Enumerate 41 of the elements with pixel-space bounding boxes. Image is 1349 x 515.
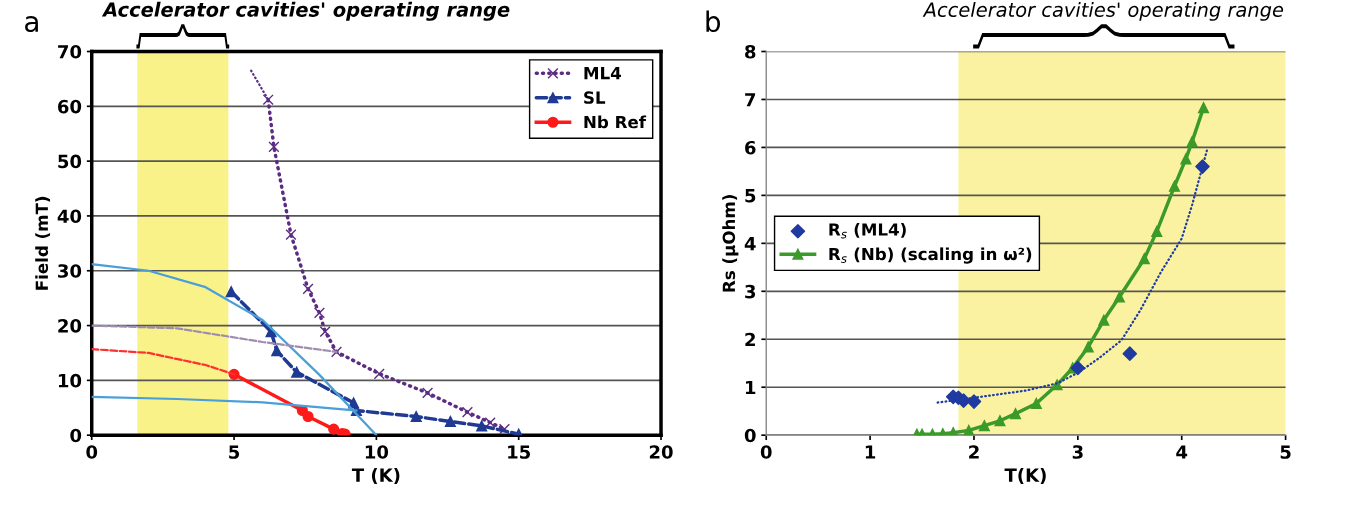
legend-label: ML4 [584,67,621,80]
legend-label: R$_{s}$ (ML4) [829,222,906,239]
y-tick-label: 40 [57,209,82,224]
y-tick-label: 20 [58,319,82,333]
y-tick-label: 6 [745,140,756,155]
text: Accelerator cavities' operating range [922,1,1284,21]
y-tick-label: 30 [58,264,82,278]
x-tick-label: 1 [865,445,876,459]
y-tick-label: 2 [745,332,755,347]
x-tick-label: 5 [1280,445,1291,459]
y-tick-label: 10 [58,373,82,388]
chart-title: a [25,16,38,33]
x-tick-label: 3 [1072,445,1083,459]
text: Accelerator cavities' operating range [101,1,510,21]
y-tick-label: 3 [745,284,756,299]
x-tick-label: 0 [86,445,98,459]
x-tick-label: 0 [760,445,772,459]
x-tick-label: 10 [365,445,389,459]
x-tick-label: 20 [649,445,673,459]
y-axis-title: Field (mT) [35,196,51,290]
y-tick-label: 60 [58,99,82,114]
x-tick-label: 15 [508,445,530,459]
legend-label: Nb Ref [584,115,647,129]
x-tick-label: 5 [229,445,240,459]
legend-label: SL [584,91,606,104]
y-tick-label: 1 [745,380,756,395]
x-axis-title: T(K) [1004,467,1046,485]
y-tick-label: 4 [744,237,756,251]
y-tick-label: 50 [58,154,82,169]
x-tick-label: 4 [1176,445,1188,459]
legend-label: R$_{s}$ (Nb) (scaling in ω²) [829,247,1032,264]
chart-title: b [706,10,721,33]
y-tick-label: 70 [58,44,82,59]
x-tick-label: 2 [969,445,979,459]
y-tick-label: 0 [70,428,82,443]
x-axis-title: T (K) [351,467,400,485]
y-tick-label: 8 [745,44,756,59]
y-axis-title: Rs (µOhm) [722,195,739,292]
y-tick-label: 0 [744,428,756,443]
y-tick-label: 5 [745,189,756,203]
y-tick-label: 7 [745,93,756,107]
